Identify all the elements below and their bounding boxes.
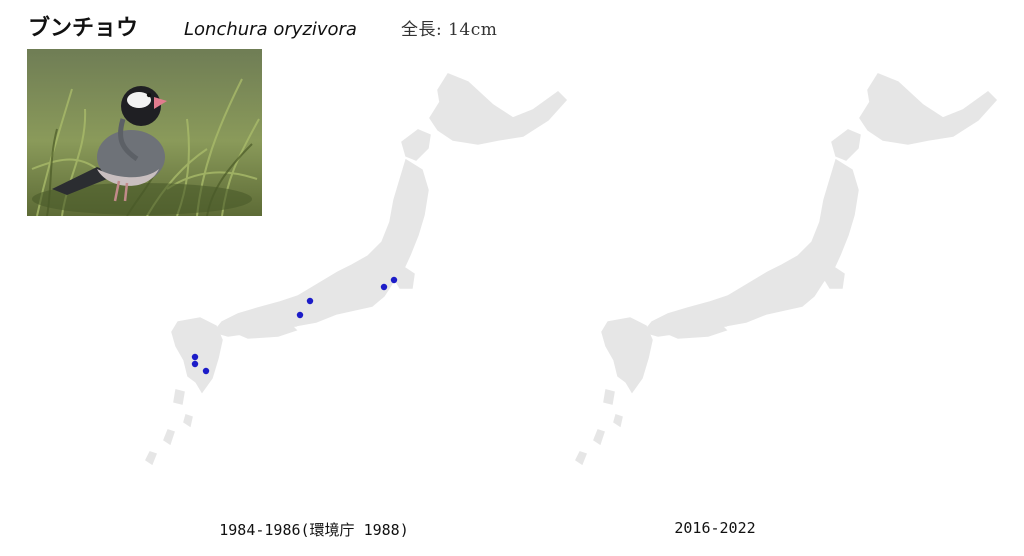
- distribution-map-2016: [568, 60, 998, 530]
- record-dot: [296, 311, 304, 319]
- record-dot: [390, 276, 398, 284]
- species-header: ブンチョウ Lonchura oryzivora 全長: 14cm: [28, 10, 497, 44]
- bird-photo: [27, 49, 262, 216]
- map-caption-2016: 2016-2022: [674, 519, 756, 537]
- record-dot: [380, 283, 388, 291]
- japan-landmass: [145, 73, 568, 466]
- species-scientific-name: Lonchura oryzivora: [184, 19, 357, 40]
- species-length: 全長: 14cm: [400, 20, 498, 40]
- record-dot: [306, 297, 314, 305]
- record-dots: [191, 276, 398, 375]
- record-dot: [191, 353, 199, 361]
- distribution-map-1984: [138, 60, 568, 530]
- species-japanese-name: ブンチョウ: [28, 16, 139, 41]
- record-dot: [202, 367, 210, 375]
- map-caption-1984: 1984-1986(環境庁 1988): [219, 521, 409, 539]
- record-dot: [191, 360, 199, 368]
- japan-landmass: [575, 73, 998, 466]
